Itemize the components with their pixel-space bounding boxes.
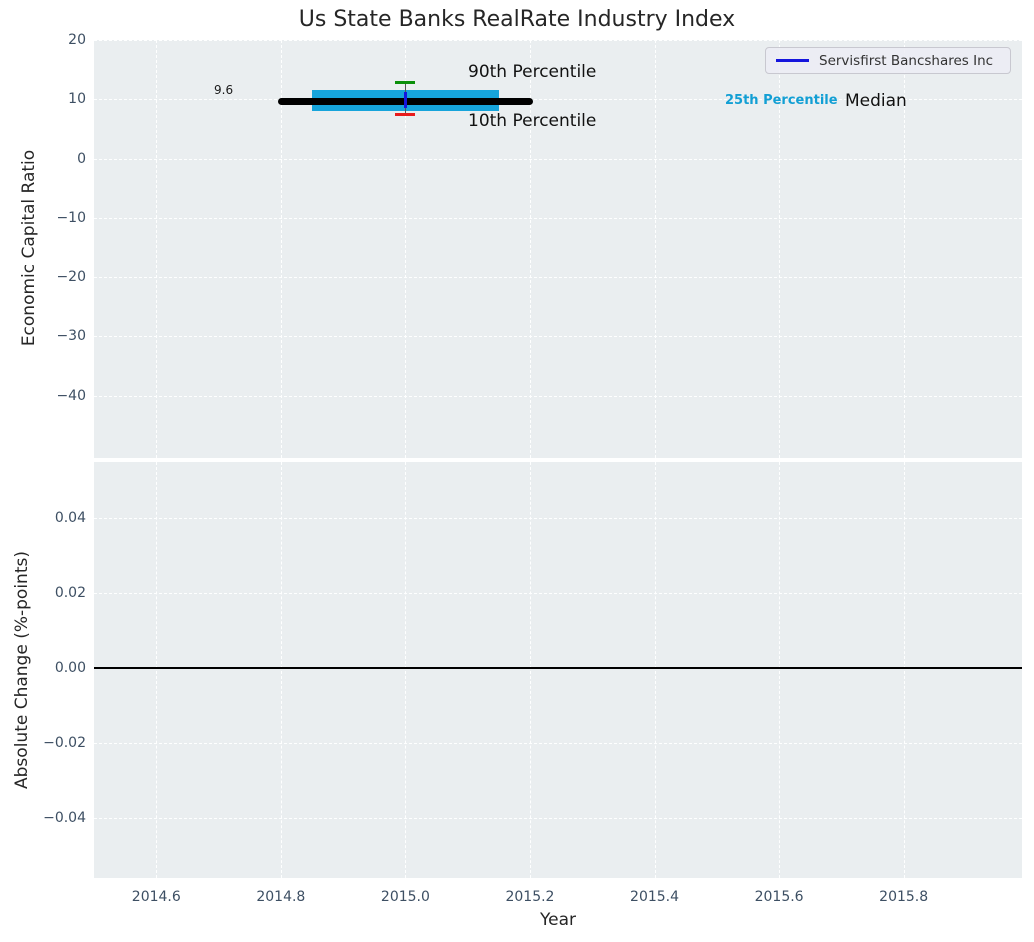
legend: Servisfirst Bancshares Inc xyxy=(765,47,1011,74)
gridline xyxy=(654,40,656,458)
x-tick-label: 2015.4 xyxy=(630,889,680,905)
y-tick-label: 0.00 xyxy=(54,660,86,677)
x-tick-label: 2015.2 xyxy=(505,889,555,905)
gridline xyxy=(94,818,1022,820)
gridline xyxy=(529,40,531,458)
y-tick-label: 0 xyxy=(77,150,86,167)
gridline xyxy=(94,158,1022,160)
gridline xyxy=(405,462,407,878)
y-tick-label: 0.02 xyxy=(54,585,86,602)
annotation-25th-percentile: 25th Percentile xyxy=(725,93,838,108)
gridline xyxy=(903,40,905,458)
x-tick-label: 2014.6 xyxy=(131,889,181,905)
gridline xyxy=(94,40,1022,41)
x-tick-label: 2015.0 xyxy=(380,889,430,905)
y-tick-label: 10 xyxy=(68,91,86,108)
x-tick-label: 2015.8 xyxy=(879,889,929,905)
gridline xyxy=(94,593,1022,595)
annotation-90th-percentile: 90th Percentile xyxy=(468,62,597,82)
gridline xyxy=(903,462,905,878)
zero-reference-line xyxy=(94,667,1022,670)
annotation-median-value: 9.6 xyxy=(214,83,234,97)
gridline xyxy=(280,40,282,458)
gridline xyxy=(94,277,1022,279)
gridline xyxy=(405,40,407,458)
gridline xyxy=(94,99,1022,101)
y-tick-label: 20 xyxy=(68,32,86,48)
company-data-point xyxy=(403,92,407,109)
y-tick-label: −0.02 xyxy=(43,735,86,752)
y-tick-label: −0.04 xyxy=(43,810,86,827)
bottom-plot-area xyxy=(94,462,1022,878)
x-axis-label: Year xyxy=(540,910,576,930)
gridline xyxy=(280,462,282,878)
errorbar-cap-10th xyxy=(395,112,416,116)
annotation-10th-percentile: 10th Percentile xyxy=(468,111,597,131)
legend-line-sample xyxy=(776,59,809,62)
y-tick-label: −20 xyxy=(56,269,86,286)
annotation-median: Median xyxy=(845,91,907,111)
gridline xyxy=(94,743,1022,745)
y-tick-label: −10 xyxy=(56,209,86,226)
gridline xyxy=(94,395,1022,397)
gridline xyxy=(779,462,781,878)
y-tick-label: −40 xyxy=(56,387,86,404)
gridline xyxy=(94,336,1022,338)
y-tick-label: 0.04 xyxy=(54,510,86,527)
gridline xyxy=(94,217,1022,219)
gridline xyxy=(156,40,158,458)
x-tick-label: 2015.6 xyxy=(754,889,804,905)
legend-label: Servisfirst Bancshares Inc xyxy=(819,52,994,69)
y-tick-label: −30 xyxy=(56,328,86,345)
gridline xyxy=(529,462,531,878)
gridline xyxy=(779,40,781,458)
top-plot-area: 90th Percentile 10th Percentile 25th Per… xyxy=(94,40,1022,458)
y-axis-label-top: Economic Capital Ratio xyxy=(19,149,39,347)
gridline xyxy=(156,462,158,878)
gridline xyxy=(94,518,1022,520)
errorbar-cap-90th xyxy=(395,80,416,84)
gridline xyxy=(654,462,656,878)
x-tick-label: 2014.8 xyxy=(256,889,306,905)
chart-title: Us State Banks RealRate Industry Index xyxy=(298,7,736,32)
